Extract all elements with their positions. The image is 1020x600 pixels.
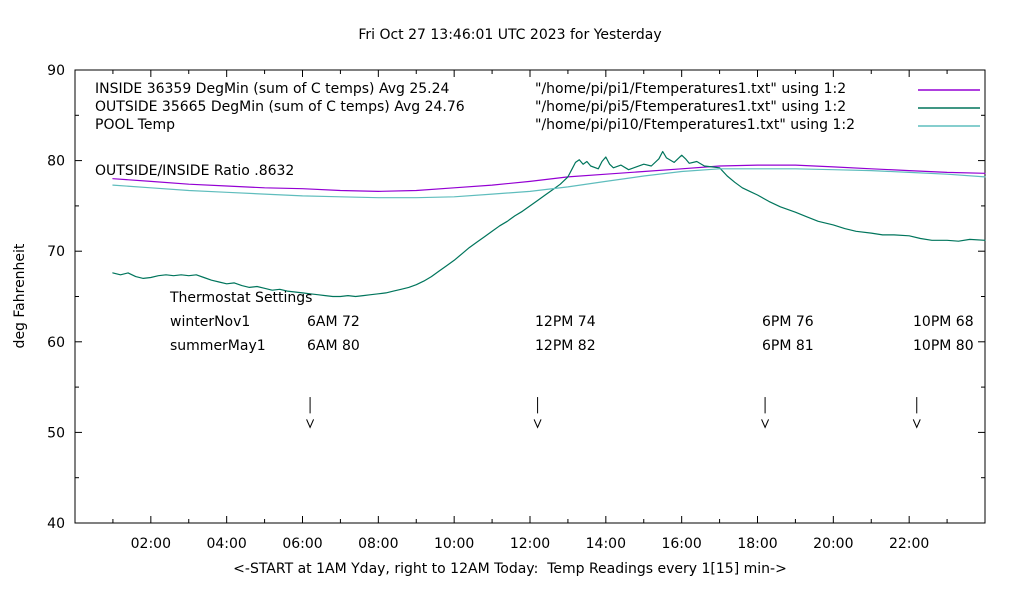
thermostat-summer-10pm: 10PM 80: [913, 338, 974, 354]
thermostat-summer-6am: 6AM 80: [307, 338, 360, 354]
x-axis-label: <-START at 1AM Yday, right to 12AM Today…: [233, 561, 787, 577]
x-tick-label: 22:00: [889, 536, 929, 552]
x-tick-label: 12:00: [510, 536, 550, 552]
series-line-outside: [112, 150, 986, 298]
legend-outside-file: "/home/pi/pi5/Ftemperatures1.txt" using …: [535, 99, 847, 115]
series-line-pool: [112, 168, 986, 199]
legend-inside-label: INSIDE 36359 DegMin (sum of C temps) Avg…: [95, 81, 450, 97]
thermostat-winter-6am: 6AM 72: [307, 314, 360, 330]
legend-outside-label: OUTSIDE 35665 DegMin (sum of C temps) Av…: [95, 99, 465, 115]
y-tick-label: 40: [47, 516, 65, 532]
x-tick-label: 14:00: [586, 536, 626, 552]
x-tick-label: 02:00: [131, 536, 171, 552]
y-tick-label: 60: [47, 335, 65, 351]
x-tick-label: 10:00: [434, 536, 474, 552]
thermostat-winter-6pm: 6PM 76: [762, 314, 814, 330]
y-tick-label: 50: [47, 425, 65, 441]
down-arrow-head: [912, 419, 921, 429]
thermostat-winter-name: winterNov1: [170, 314, 251, 330]
x-tick-label: 04:00: [206, 536, 246, 552]
thermostat-heading: Thermostat Settings: [170, 290, 313, 306]
y-tick-label: 70: [47, 244, 65, 260]
x-tick-label: 20:00: [813, 536, 853, 552]
down-arrow-head: [306, 419, 315, 429]
x-tick-label: 18:00: [737, 536, 777, 552]
chart-title: Fri Oct 27 13:46:01 UTC 2023 for Yesterd…: [358, 27, 662, 43]
x-tick-label: 16:00: [661, 536, 701, 552]
y-tick-label: 90: [47, 63, 65, 79]
legend-pool-label: POOL Temp: [95, 117, 176, 133]
down-arrow-head: [761, 419, 770, 429]
y-axis-label: deg Fahrenheit: [12, 243, 28, 349]
thermostat-winter-12pm: 12PM 74: [535, 314, 596, 330]
legend-inside-file: "/home/pi/pi1/Ftemperatures1.txt" using …: [535, 81, 847, 97]
ratio-annotation: OUTSIDE/INSIDE Ratio .8632: [95, 163, 295, 179]
down-arrow-head: [533, 419, 542, 429]
series-line-inside: [112, 164, 986, 192]
x-tick-label: 08:00: [358, 536, 398, 552]
thermostat-winter-10pm: 10PM 68: [913, 314, 974, 330]
legend-pool-file: "/home/pi/pi10/Ftemperatures1.txt" using…: [535, 117, 856, 133]
y-tick-label: 80: [47, 154, 65, 170]
thermostat-summer-name: summerMay1: [170, 338, 266, 354]
x-tick-label: 06:00: [282, 536, 322, 552]
thermostat-summer-12pm: 12PM 82: [535, 338, 596, 354]
thermostat-summer-6pm: 6PM 81: [762, 338, 814, 354]
